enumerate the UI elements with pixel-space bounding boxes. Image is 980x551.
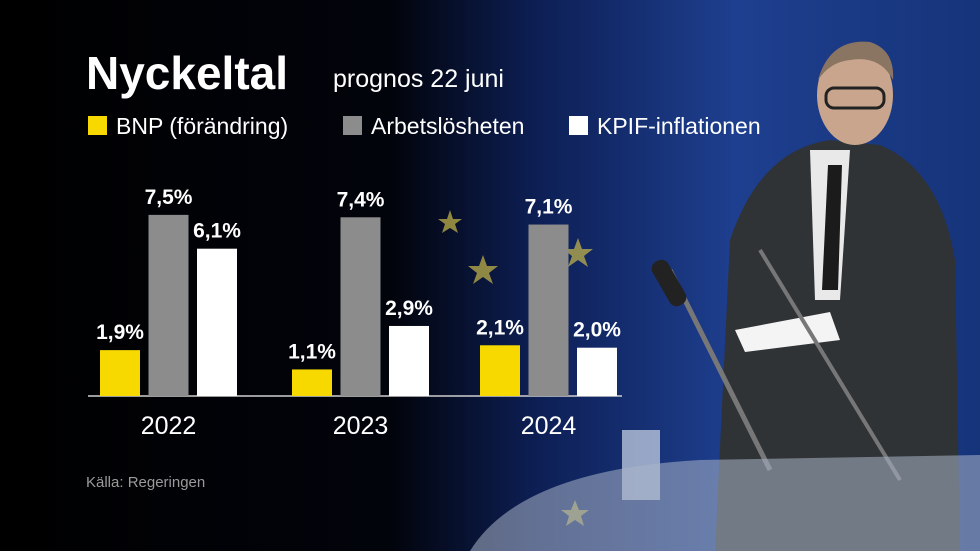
chart-subtitle: prognos 22 juni bbox=[333, 65, 504, 93]
value-label: 7,4% bbox=[337, 188, 385, 211]
legend-swatch bbox=[88, 116, 107, 135]
legend-swatch bbox=[569, 116, 588, 135]
value-label: 1,1% bbox=[288, 340, 336, 363]
bar bbox=[389, 325, 429, 396]
bar bbox=[100, 350, 140, 396]
bar bbox=[292, 369, 332, 396]
source: Källa: Regeringen bbox=[86, 474, 205, 491]
value-label: 2,9% bbox=[385, 297, 433, 320]
bar bbox=[197, 248, 237, 396]
legend: BNP (förändring) Arbetslösheten KPIF-infla… bbox=[88, 113, 761, 139]
value-label: 7,1% bbox=[525, 196, 573, 219]
bar bbox=[480, 345, 520, 396]
legend-swatch bbox=[343, 116, 362, 135]
value-label: 7,5% bbox=[145, 186, 193, 209]
legend-label: KPIF-inflationen bbox=[597, 113, 761, 139]
x-tick-label: 2022 bbox=[141, 412, 197, 440]
bar bbox=[148, 214, 189, 396]
value-label: 1,9% bbox=[96, 321, 144, 344]
x-tick-label: 2024 bbox=[521, 412, 577, 440]
bar bbox=[528, 224, 569, 396]
value-label: 6,1% bbox=[193, 220, 241, 243]
bar bbox=[577, 347, 617, 396]
speaker-photo bbox=[470, 41, 980, 551]
chart-title: Nyckeltal bbox=[86, 47, 288, 99]
value-label: 2,1% bbox=[476, 316, 524, 339]
x-tick-label: 2023 bbox=[333, 412, 389, 440]
legend-label: Arbetslösheten bbox=[371, 113, 524, 139]
plot: 1,9% 7,5%6,1% 2022 1,1% 7,4% 2,9% 2023 2,1% 7,1%… bbox=[88, 186, 622, 440]
value-label: 2,0% bbox=[573, 319, 621, 342]
bar bbox=[340, 217, 381, 396]
legend-label: BNP (förändring) bbox=[116, 113, 288, 139]
